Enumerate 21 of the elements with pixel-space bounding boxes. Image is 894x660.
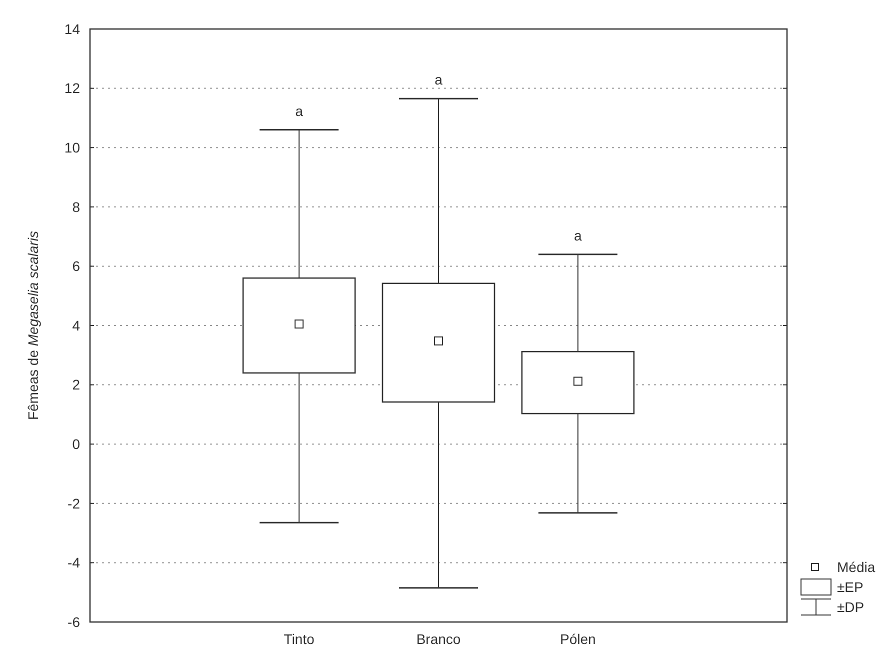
- y-tick-label: -4: [68, 554, 80, 571]
- y-tick-label: 8: [72, 198, 80, 215]
- text: Média: [837, 558, 876, 575]
- x-tick-label: Branco: [416, 631, 461, 647]
- annotation: a: [574, 227, 582, 244]
- x-tick-label: Tinto: [284, 631, 315, 647]
- annotation: a: [434, 72, 443, 88]
- y-tick-label: 10: [64, 140, 80, 156]
- x-tick-label: Pólen: [560, 631, 596, 647]
- y-axis-title: Fêmeas de Megaselia scalaris: [25, 230, 41, 420]
- y-tick-label: 2: [72, 376, 80, 393]
- y-tick-label: -2: [68, 495, 80, 512]
- annotation: a: [295, 102, 304, 119]
- y-tick-label: 0: [72, 436, 80, 452]
- y-tick-label: 12: [64, 80, 80, 96]
- text: ±DP: [837, 598, 864, 615]
- y-tick-label: 4: [72, 317, 80, 334]
- text: ±EP: [837, 578, 864, 595]
- y-tick-label: -6: [68, 614, 80, 630]
- y-tick-label: 14: [64, 20, 80, 37]
- y-tick-label: 6: [72, 258, 80, 274]
